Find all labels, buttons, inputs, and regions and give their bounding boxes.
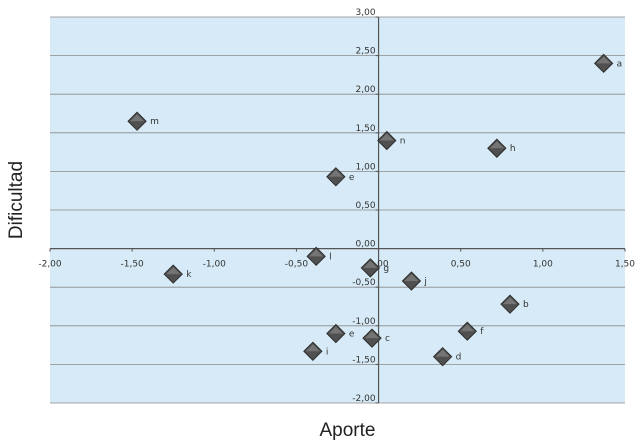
y-tick-label: -1,00: [352, 317, 376, 327]
x-tick-labels: -2,00 -1,50 -1,00 -0,50 0,00 0,50 1,00 1,50: [38, 260, 635, 270]
data-point-highlight: [460, 324, 475, 332]
data-point-highlight: [365, 331, 379, 339]
data-point-label: c: [385, 334, 390, 344]
y-tick-label: 1,00: [356, 162, 376, 172]
data-point-highlight: [379, 133, 394, 141]
y-tick-labels: -2,00 -1,50 -1,00 -0,50 0,00 0,50 1,00 1,50 2,00…: [352, 8, 376, 404]
y-tick-label: -1,50: [352, 355, 376, 365]
data-point-highlight: [328, 169, 343, 177]
y-tick-label: 0,50: [356, 201, 376, 211]
y-tick-label: 2,00: [356, 85, 376, 95]
data-point-label: e: [349, 173, 355, 183]
data-point-highlight: [130, 114, 145, 122]
data-point-highlight: [309, 249, 324, 257]
x-tick-label: 1,00: [533, 260, 553, 270]
data-point-highlight: [305, 344, 320, 352]
x-tick-label: 0,00: [369, 260, 389, 270]
data-point-label: i: [326, 347, 329, 357]
y-tick-label: 3,00: [356, 8, 376, 18]
data-point-label: g: [383, 264, 389, 274]
data-point-label: n: [400, 137, 406, 147]
data-points: a m n h e l g k j b f c e i d: [127, 53, 623, 367]
data-point-highlight: [596, 56, 611, 64]
x-axis-title: Aporte: [320, 420, 376, 441]
y-tick-label: 0,00: [356, 240, 376, 250]
x-tick-label: -2,00: [38, 260, 62, 270]
data-point-label: j: [423, 277, 427, 287]
data-point-label: k: [186, 270, 192, 280]
x-tick-label: -0,50: [285, 260, 309, 270]
y-tick-label: -2,00: [352, 394, 376, 404]
x-tick-label: -1,00: [203, 260, 227, 270]
data-point-label: h: [510, 144, 516, 154]
data-point-highlight: [404, 274, 419, 282]
data-point-label: m: [150, 117, 159, 127]
y-tick-label: -0,50: [352, 278, 376, 288]
data-point-highlight: [489, 141, 504, 149]
data-point-label: f: [480, 327, 484, 337]
data-point-label: e: [349, 330, 355, 340]
y-tick-label: 2,50: [356, 47, 376, 57]
data-point-highlight: [363, 260, 378, 268]
data-point-label: a: [617, 59, 623, 69]
data-point-label: b: [523, 300, 529, 310]
data-point-label: d: [456, 353, 462, 363]
data-point-highlight: [503, 297, 517, 305]
y-tick-label: 1,50: [356, 124, 376, 134]
y-axis-title: Dificultad: [6, 161, 27, 239]
x-tick-label: 0,50: [451, 260, 471, 270]
x-tick-label: -1,50: [120, 260, 144, 270]
data-point-highlight: [435, 349, 450, 357]
data-point-highlight: [328, 326, 343, 334]
data-point-highlight: [166, 267, 181, 275]
data-point-label: l: [329, 252, 332, 262]
x-tick-label: 1,50: [615, 260, 635, 270]
